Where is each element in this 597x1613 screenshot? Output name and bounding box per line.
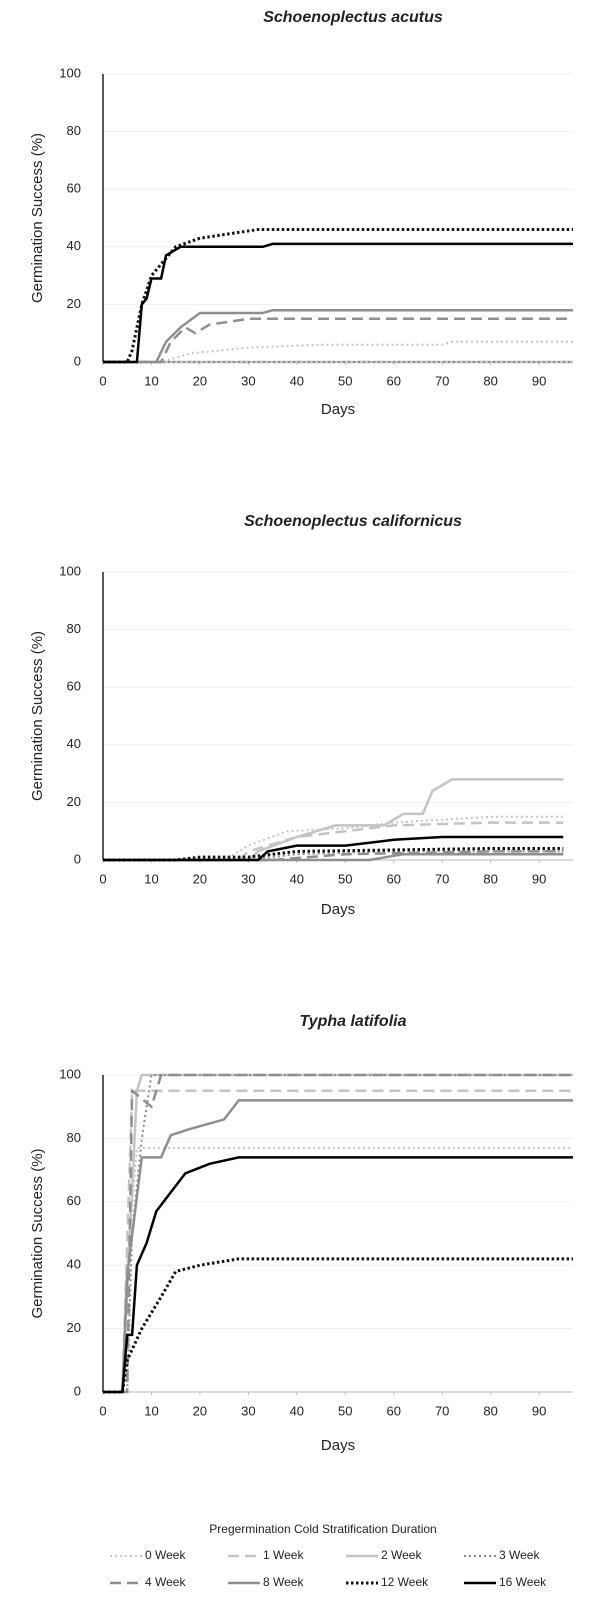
series-line [103, 850, 564, 862]
x-tick-label: 0 [99, 1403, 106, 1418]
y-tick-label: 100 [59, 65, 81, 80]
y-axis-label: Germination Success (%) [29, 631, 46, 801]
y-tick-label: 80 [67, 1130, 81, 1145]
y-tick-label: 80 [67, 621, 81, 636]
y-tick-label: 60 [67, 181, 81, 196]
y-tick-label: 0 [74, 851, 81, 866]
series-line [103, 242, 573, 364]
x-axis-label: Days [321, 401, 355, 418]
x-tick-label: 80 [483, 871, 497, 886]
x-tick-label: 0 [99, 373, 106, 388]
x-axis-label: Days [321, 1437, 355, 1454]
x-tick-label: 30 [241, 373, 255, 388]
series-line [103, 317, 573, 364]
series-line [103, 228, 573, 364]
series-line [103, 847, 564, 862]
x-tick-label: 20 [193, 1403, 207, 1418]
legend-title: Pregermination Cold Stratification Durat… [209, 1522, 436, 1536]
x-tick-label: 10 [144, 871, 158, 886]
y-axis-label: Germination Success (%) [29, 133, 46, 303]
x-tick-label: 70 [435, 1403, 449, 1418]
x-tick-label: 20 [193, 871, 207, 886]
y-tick-label: 40 [67, 238, 81, 253]
y-tick-label: 40 [67, 736, 81, 751]
x-tick-label: 60 [386, 373, 400, 388]
series-line [103, 308, 573, 364]
series-line [103, 778, 564, 862]
y-tick-label: 60 [67, 679, 81, 694]
y-tick-label: 20 [67, 794, 81, 809]
x-tick-label: 70 [435, 871, 449, 886]
series-line [103, 1089, 573, 1394]
y-tick-label: 80 [67, 123, 81, 138]
legend-label: 8 Week [263, 1575, 304, 1589]
x-tick-label: 40 [290, 1403, 304, 1418]
legend-label: 12 Week [381, 1575, 429, 1589]
legend-label: 4 Week [145, 1575, 186, 1589]
legend-label: 3 Week [499, 1548, 540, 1562]
series-line [103, 1074, 573, 1393]
series-line [103, 1156, 573, 1394]
y-tick-label: 100 [59, 563, 81, 578]
x-tick-label: 40 [290, 373, 304, 388]
y-tick-label: 60 [67, 1193, 81, 1208]
series-line [103, 340, 573, 363]
x-tick-label: 80 [483, 373, 497, 388]
x-tick-label: 0 [99, 871, 106, 886]
y-tick-label: 0 [74, 1383, 81, 1398]
x-tick-label: 60 [386, 1403, 400, 1418]
x-tick-label: 50 [338, 1403, 352, 1418]
y-tick-label: 100 [59, 1066, 81, 1081]
chart-title: Typha latifolia [300, 1013, 407, 1030]
series-line [103, 1073, 573, 1394]
x-tick-label: 50 [338, 373, 352, 388]
x-tick-label: 20 [193, 373, 207, 388]
y-axis-label: Germination Success (%) [29, 1148, 46, 1318]
chart-title: Schoenoplectus californicus [244, 513, 462, 530]
x-tick-label: 30 [241, 871, 255, 886]
series-line [103, 1073, 573, 1394]
y-tick-label: 40 [67, 1257, 81, 1272]
x-tick-label: 40 [290, 871, 304, 886]
legend-label: 16 Week [499, 1575, 547, 1589]
legend-label: 0 Week [145, 1548, 186, 1562]
y-tick-label: 20 [67, 1320, 81, 1335]
x-tick-label: 70 [435, 373, 449, 388]
legend-label: 2 Week [381, 1548, 422, 1562]
series-line [103, 1257, 573, 1394]
series-line [103, 1099, 573, 1394]
y-tick-label: 0 [74, 353, 81, 368]
x-tick-label: 90 [532, 871, 546, 886]
x-tick-label: 30 [241, 1403, 255, 1418]
x-axis-label: Days [321, 901, 355, 918]
x-tick-label: 10 [144, 1403, 158, 1418]
x-tick-label: 90 [532, 373, 546, 388]
x-tick-label: 50 [338, 871, 352, 886]
y-tick-label: 20 [67, 296, 81, 311]
x-tick-label: 60 [386, 871, 400, 886]
x-tick-label: 90 [532, 1403, 546, 1418]
x-tick-label: 80 [483, 1403, 497, 1418]
legend-label: 1 Week [263, 1548, 304, 1562]
series-line [103, 835, 564, 862]
series-line [103, 1146, 573, 1393]
x-tick-label: 10 [144, 373, 158, 388]
chart-title: Schoenoplectus acutus [263, 9, 443, 26]
